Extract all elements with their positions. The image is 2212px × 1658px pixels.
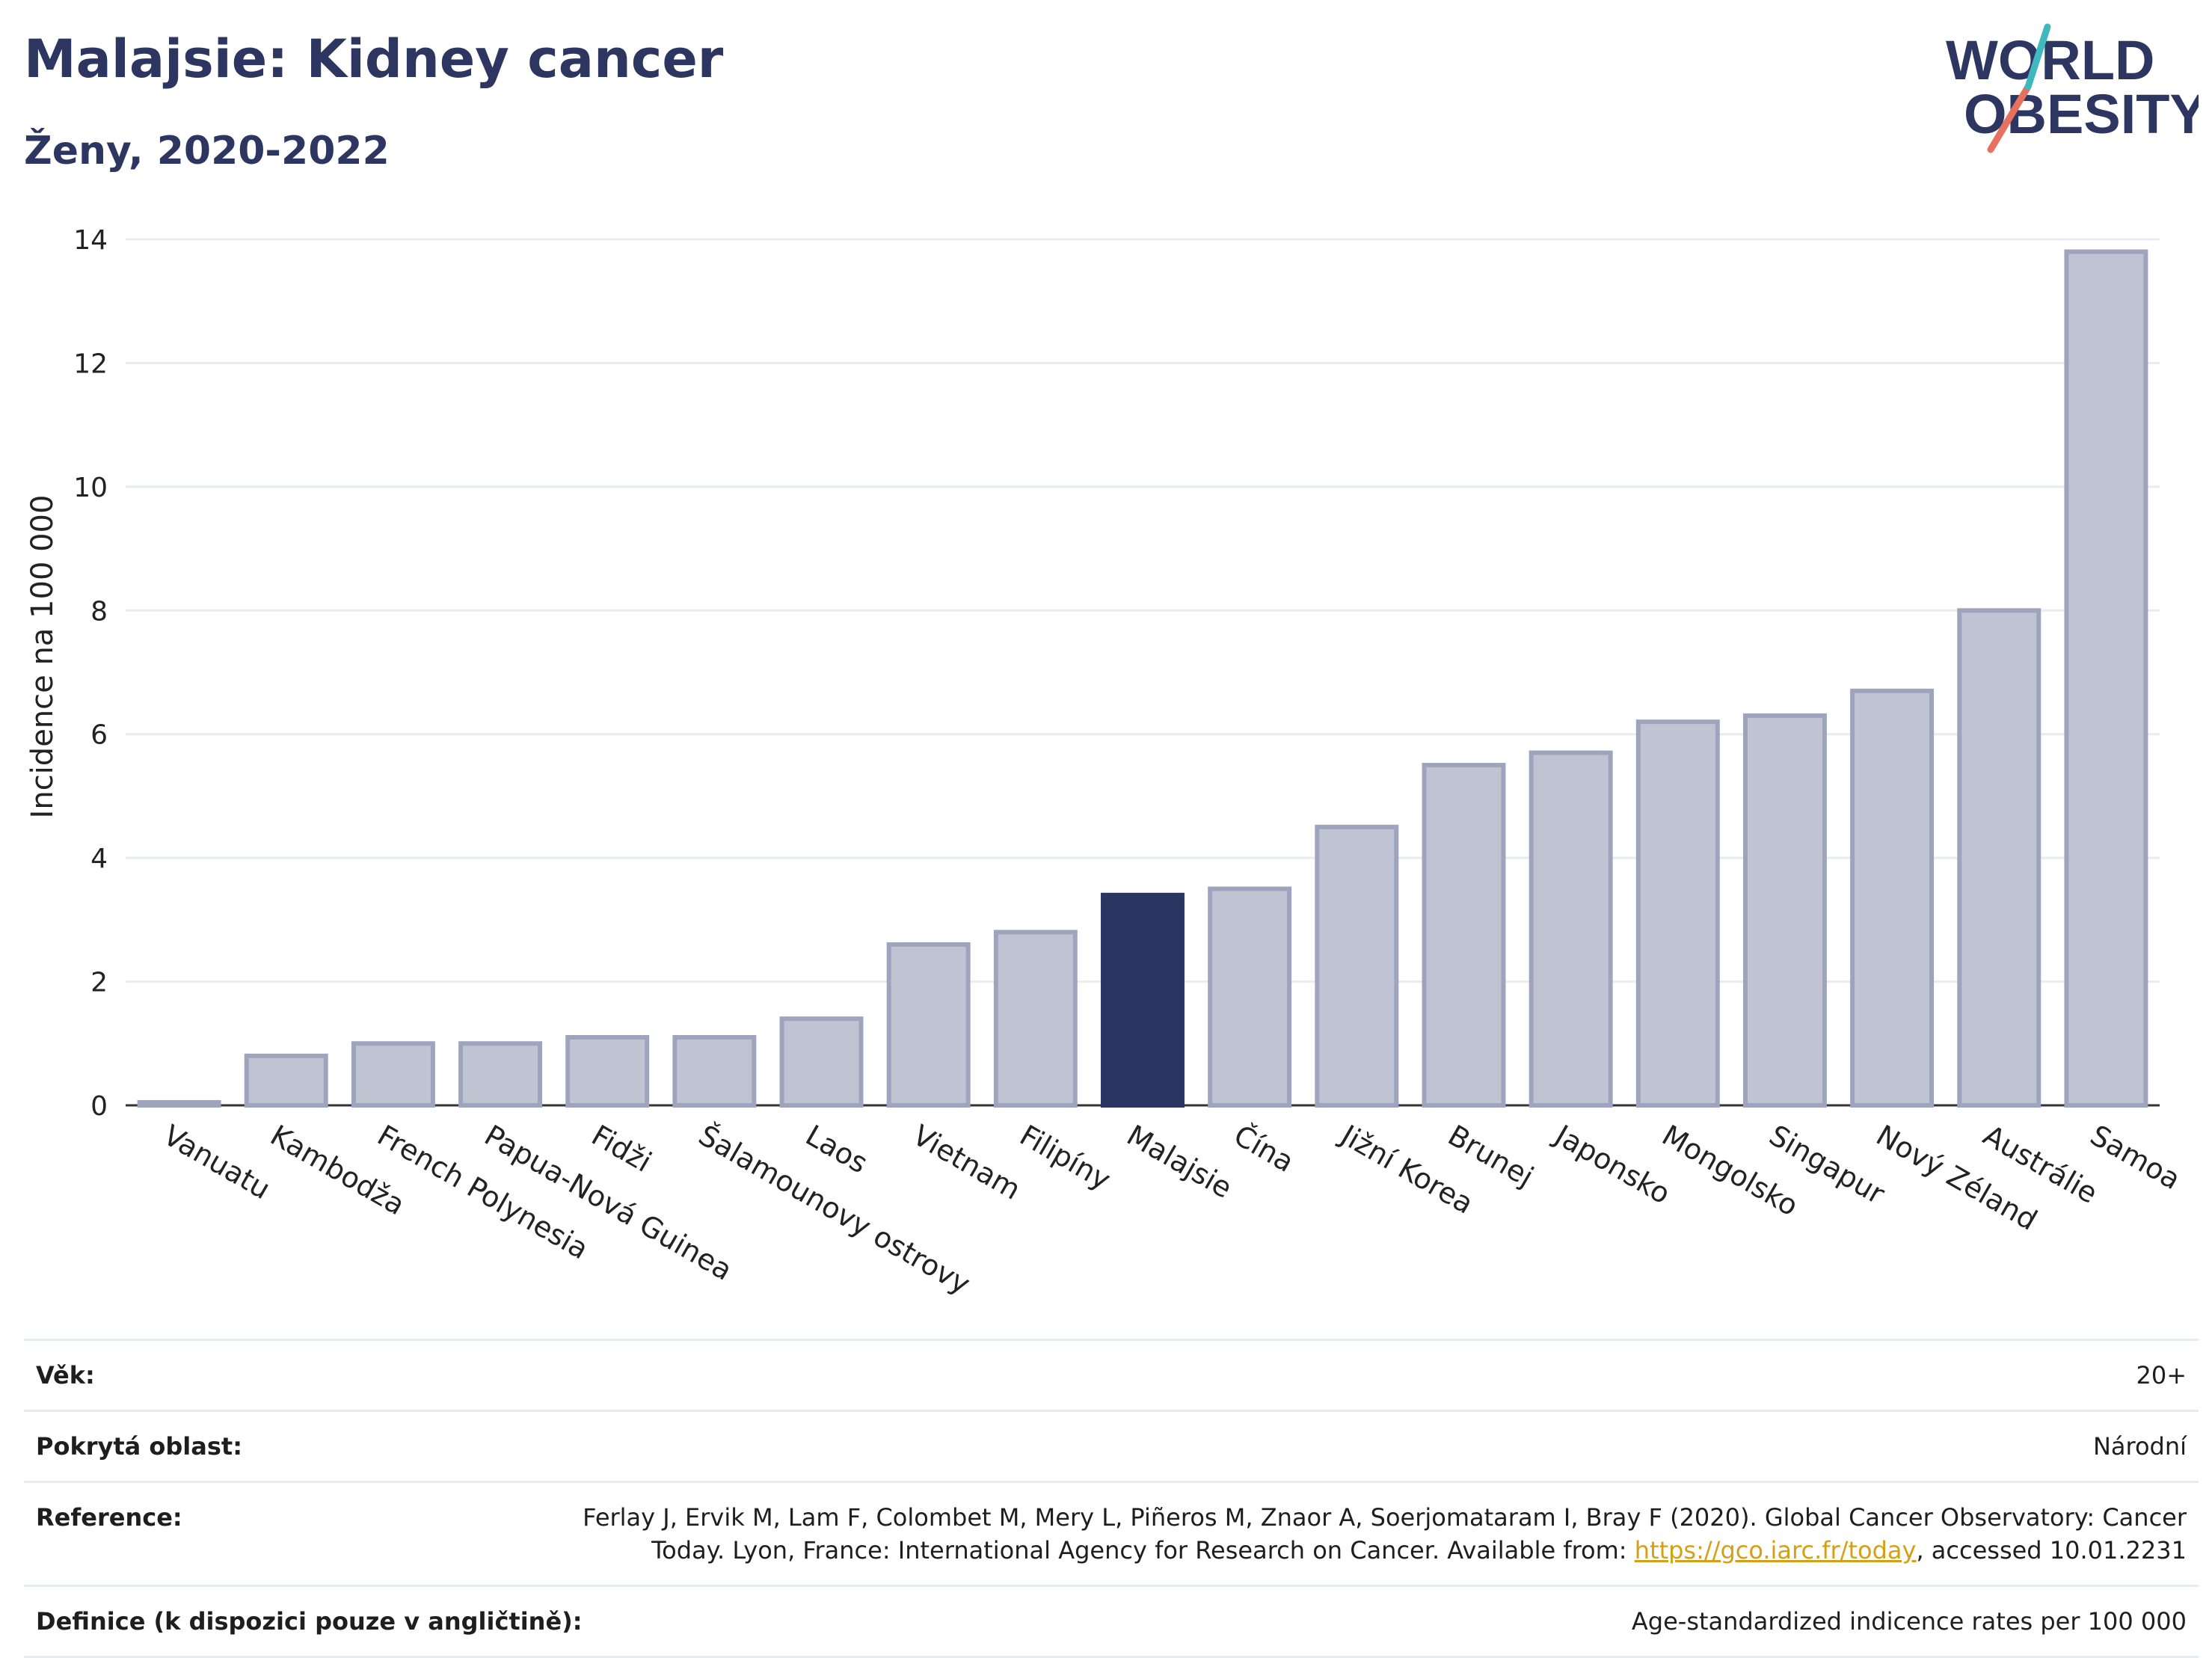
x-category-label: Fidži (586, 1119, 657, 1179)
reference-link[interactable]: https://gco.iarc.fr/today (1634, 1536, 1917, 1565)
reference-text-line1: Ferlay J, Ervik M, Lam F, Colombet M, Me… (583, 1503, 2187, 1532)
y-tick-label: 12 (73, 349, 108, 379)
bar (1529, 750, 1613, 1108)
bar-highlighted (1101, 892, 1185, 1108)
y-axis-title: Incidence na 100 000 (25, 495, 60, 819)
page-title: Malajsie: Kidney cancer (24, 28, 724, 90)
y-tick-label: 4 (90, 844, 108, 874)
bar (244, 1053, 328, 1108)
bar (779, 1016, 864, 1108)
info-row-reference: Reference: Ferlay J, Ervik M, Lam F, Col… (24, 1481, 2199, 1585)
bar (1208, 886, 1292, 1108)
bar (2064, 249, 2148, 1108)
bar-layer (137, 249, 2148, 1108)
y-tick-label: 0 (90, 1091, 108, 1122)
reference-label: Reference: (36, 1503, 182, 1532)
age-value: 20+ (2136, 1361, 2187, 1390)
y-tick-label: 6 (90, 720, 108, 751)
bar (351, 1041, 435, 1108)
bar (672, 1035, 757, 1108)
x-category-label: Japonsko (1548, 1118, 1676, 1211)
bar (565, 1035, 650, 1108)
bar (993, 930, 1078, 1108)
y-tick-label: 8 (90, 596, 108, 627)
bar (137, 1100, 221, 1108)
x-category-label: Vietnam (907, 1119, 1026, 1206)
page-subtitle: Ženy, 2020-2022 (24, 129, 390, 174)
area-label: Pokrytá oblast: (36, 1432, 242, 1461)
bar (1957, 608, 2042, 1108)
logo-slash-red (1987, 83, 2032, 153)
info-row-definition: Definice (k dispozici pouze v angličtině… (24, 1585, 2199, 1658)
x-category-label: Vanuatu (158, 1119, 276, 1206)
area-value: Národní (2092, 1432, 2187, 1461)
definition-label: Definice (k dispozici pouze v angličtině… (36, 1607, 583, 1636)
x-category-label: Čína (1229, 1119, 1300, 1179)
y-tick-label: 2 (90, 968, 108, 998)
bar (1635, 719, 1720, 1108)
info-table: Věk: 20+ Pokrytá oblast: Národní Referen… (24, 1339, 2199, 1658)
world-obesity-logo: WORLD OBESITY (1946, 23, 2199, 153)
reference-text-line2: Today. Lyon, France: International Agenc… (651, 1536, 1635, 1565)
bar (458, 1041, 543, 1108)
logo-slash-teal (2024, 23, 2051, 90)
y-tick-label: 10 (73, 473, 108, 503)
x-category-label: Malajsie (1122, 1119, 1238, 1205)
bar (1422, 763, 1506, 1108)
reference-accessed: , accessed 10.01.2231 (1916, 1536, 2187, 1565)
x-category-label: Laos (800, 1119, 873, 1180)
definition-value: Age-standardized indicence rates per 100… (1631, 1607, 2187, 1636)
info-row-age: Věk: 20+ (24, 1339, 2199, 1410)
bar (1850, 688, 1935, 1108)
y-tick-label: 14 (73, 225, 108, 256)
bar (1742, 713, 1827, 1108)
age-label: Věk: (36, 1361, 95, 1390)
info-row-area: Pokrytá oblast: Národní (24, 1410, 2199, 1481)
bar (886, 942, 971, 1108)
x-category-label: Filipíny (1014, 1119, 1116, 1197)
bar (1315, 824, 1399, 1108)
logo-text-world: WORLD (1946, 29, 2155, 91)
reference-value: Ferlay J, Ervik M, Lam F, Colombet M, Me… (583, 1501, 2187, 1567)
